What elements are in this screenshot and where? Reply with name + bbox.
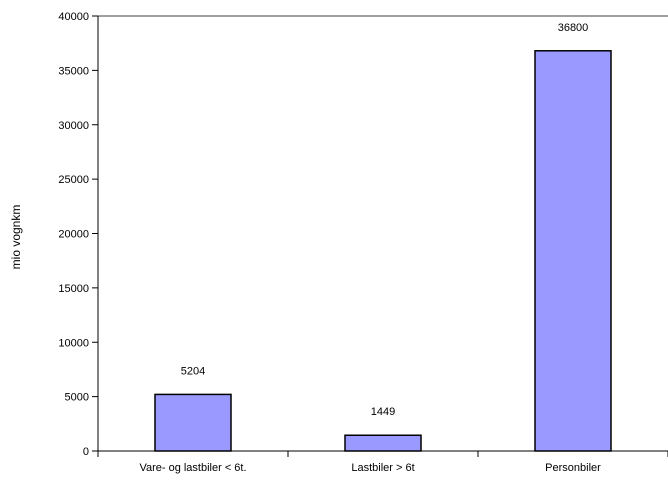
category-label: Vare- og lastbiler < 6t. — [139, 462, 246, 474]
bar — [344, 434, 422, 452]
y-tick-label: 0 — [83, 446, 89, 458]
bar — [534, 50, 612, 452]
bars-group — [154, 50, 612, 452]
category-label: Lastbiler > 6t — [351, 462, 414, 474]
y-tick-label: 25000 — [58, 174, 89, 186]
y-tick-label: 10000 — [58, 337, 89, 349]
y-tick-label: 40000 — [58, 11, 89, 23]
y-tick-label: 5000 — [65, 392, 89, 404]
data-labels-group: 5204 1449 36800 — [181, 22, 589, 418]
category-labels-group: Vare- og lastbiler < 6t. Lastbiler > 6t Pe… — [139, 462, 601, 474]
data-label: 5204 — [181, 365, 205, 377]
bar — [154, 393, 232, 452]
y-tick-label: 20000 — [58, 229, 89, 241]
data-label: 1449 — [371, 406, 395, 418]
category-label: Personbiler — [545, 462, 601, 474]
y-tick-label: 15000 — [58, 283, 89, 295]
data-label: 36800 — [558, 22, 589, 34]
y-tick-label: 35000 — [58, 65, 89, 77]
y-axis-title: mio vognkm — [9, 205, 23, 270]
y-tick-label: 30000 — [58, 120, 89, 132]
y-axis-ticks: 0 5000 10000 15000 20000 25000 30000 35000 40000 — [58, 11, 98, 458]
x-axis-ticks — [97, 451, 668, 457]
